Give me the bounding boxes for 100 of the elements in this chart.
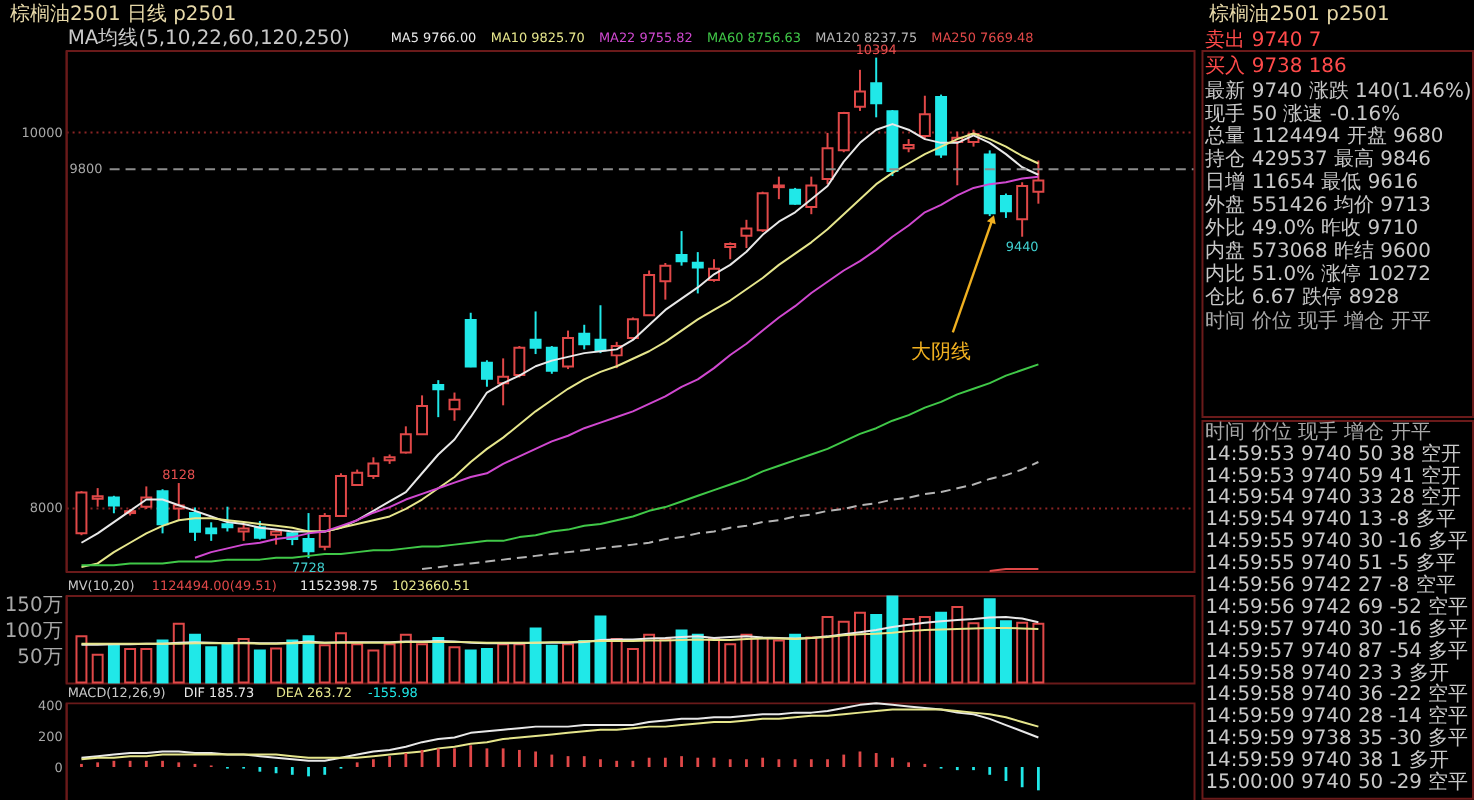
candlestick [189,506,201,542]
bar [756,636,769,684]
bar [497,643,510,684]
bar [643,633,656,684]
candlestick [691,251,704,295]
candlestick [756,190,769,234]
candlestick [432,379,445,419]
candlestick [399,425,412,455]
bar [854,611,866,684]
candlestick [740,218,753,249]
line-series [80,626,1040,645]
bar [480,647,493,684]
bar [156,639,169,684]
bar [91,653,104,684]
candlestick [999,192,1012,219]
bar [124,647,137,684]
bar [1032,622,1045,684]
candlestick [837,110,850,154]
y-tick-label: 150万 [4,594,63,617]
bar [659,637,672,684]
bar [140,647,153,684]
bar [107,643,120,684]
candlestick [367,456,380,480]
candlestick [821,131,834,186]
text: 时间 价位 现手 增仓 开平 [1205,419,1431,444]
bar [205,646,218,684]
bar [367,649,380,684]
text: 14:59:54 9740 33 28 空开 [1205,485,1462,510]
text: 14:59:55 9740 30 -16 多平 [1205,529,1469,554]
bar [740,633,753,684]
bar [448,646,461,684]
text: 14:59:58 9740 36 -22 空平 [1205,682,1469,707]
bar [935,611,948,684]
text: 14:59:59 9738 35 -30 多平 [1205,726,1469,751]
text: 时间 价位 现手 增仓 开平 [1205,309,1431,334]
y-tick-label: 100万 [4,621,63,644]
candlestick [318,512,331,552]
candlestick [464,311,477,369]
text: 仓比 6.67 跌停 8928 [1205,284,1400,309]
bar [545,644,558,684]
text: 持仓 429537 最高 9846 [1205,147,1431,172]
candlestick [805,175,818,216]
candlestick [75,490,88,537]
bar [999,620,1012,684]
candlestick [562,329,574,371]
bar [870,613,883,684]
bar [221,643,234,684]
bar [951,606,964,684]
candlestick [659,262,672,301]
text: 14:59:59 9740 28 -14 空平 [1205,704,1469,729]
bar [610,637,623,684]
candlestick [302,512,315,560]
text: 内盘 573068 昨结 9600 [1205,238,1431,263]
candlestick [513,344,526,379]
text: 卖出 9740 7 [1205,27,1322,52]
bar [626,647,639,684]
bar [189,633,201,684]
bar [983,598,996,684]
bar [334,632,347,684]
text: 买入 9738 186 [1205,53,1347,78]
candlestick [448,391,461,422]
candlestick [675,230,688,267]
bar [902,618,915,684]
text: 棕榈油2501 p2501 [1209,2,1390,27]
text: 14:59:56 9742 69 -52 空平 [1205,594,1469,619]
bar [172,622,185,684]
text: 外盘 551426 均价 9713 [1205,193,1431,218]
bar [464,649,477,684]
text: 14:59:58 9740 23 3 多开 [1205,660,1449,685]
text: 14:59:56 9742 27 -8 空平 [1205,572,1456,597]
candlestick [854,68,866,112]
bar [772,639,785,684]
bar [383,643,396,684]
candlestick [416,394,429,436]
bar [318,644,331,684]
y-tick-label: 50万 [17,647,63,670]
line-series [193,175,1040,559]
bar [270,647,283,684]
bar [75,635,88,684]
bar [237,637,250,684]
text: 15:00:00 9740 50 -29 空平 [1205,769,1469,794]
candlestick [772,175,785,201]
bar [837,620,850,684]
candlestick [594,304,607,355]
candlestick [156,488,169,535]
bar [351,643,364,684]
candlestick [1016,181,1029,238]
bar [789,633,802,684]
text: 现手 50 涨速 -0.16% [1205,101,1401,126]
bar [918,615,931,684]
bar [253,649,266,684]
text: 最新 9740 涨跌 140(1.46%) [1205,78,1472,103]
bar [821,615,834,684]
bar [416,643,429,684]
text: 14:59:55 9740 51 -5 多平 [1205,551,1456,576]
text: 外比 49.0% 昨收 9710 [1205,215,1419,240]
bar [1016,621,1029,684]
candlestick [529,310,542,356]
text: 总量 1124494 开盘 9680 [1203,124,1444,149]
text: 14:59:53 9740 50 38 空开 [1205,441,1462,466]
